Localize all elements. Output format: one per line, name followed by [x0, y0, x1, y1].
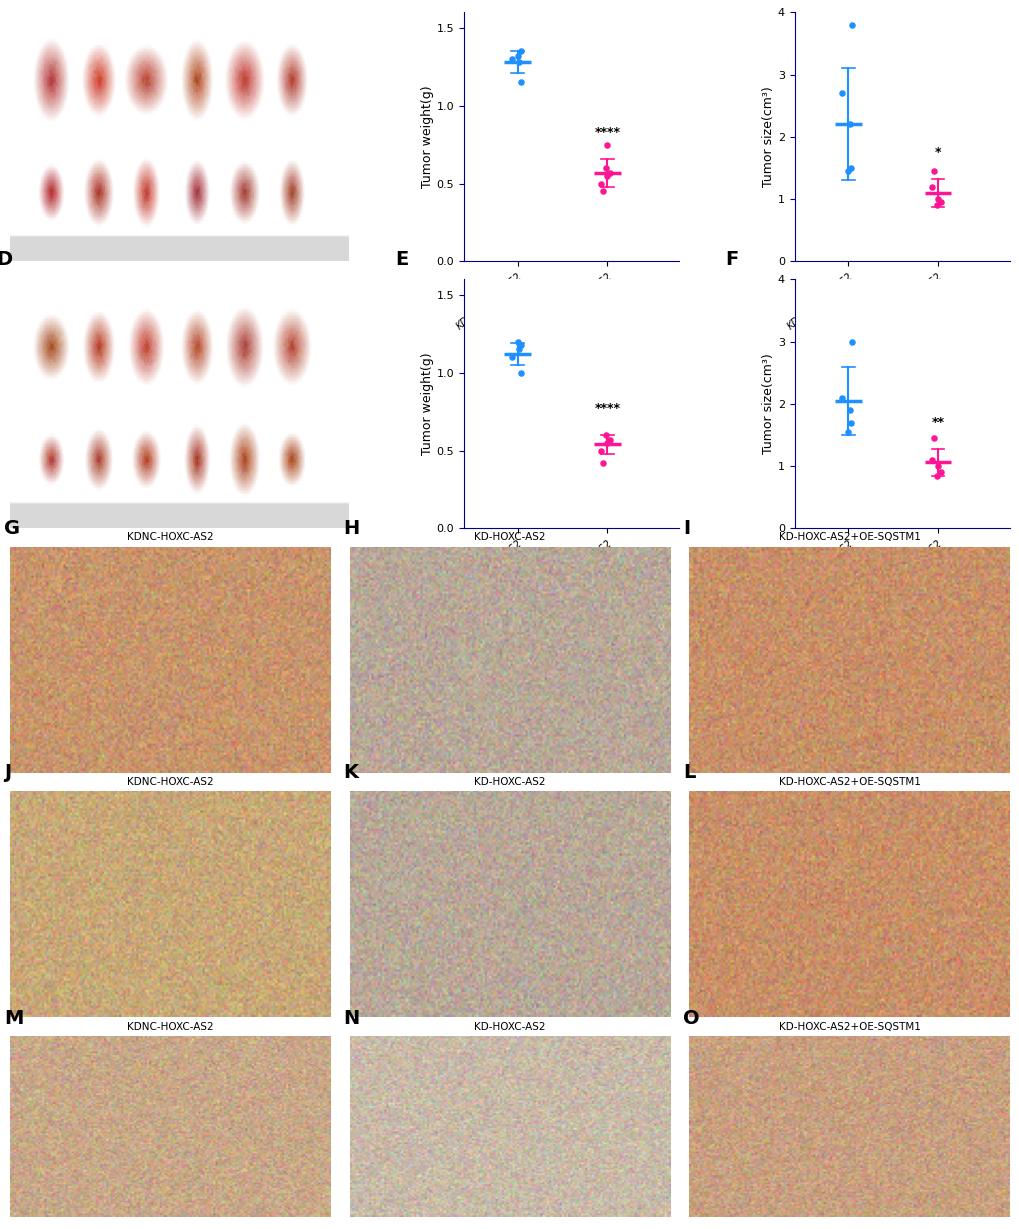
Text: O: O: [683, 1009, 699, 1029]
Text: KD-HOXC-AS2: KD-HOXC-AS2: [474, 777, 545, 787]
Y-axis label: Tumor weight(g): Tumor weight(g): [420, 353, 433, 455]
Point: [513, 336, 529, 355]
Point: [841, 401, 857, 420]
Text: KD-HOXC-AS2: KD-HOXC-AS2: [474, 1023, 545, 1032]
Point: [503, 348, 520, 367]
Point: [595, 182, 611, 202]
Text: J: J: [4, 763, 11, 782]
Text: KD-HOXC-AS2+OE-SQSTM1: KD-HOXC-AS2+OE-SQSTM1: [777, 777, 919, 787]
Text: ****: ****: [594, 125, 620, 139]
Point: [928, 189, 945, 209]
Point: [598, 159, 614, 178]
Point: [928, 466, 945, 485]
Point: [925, 429, 942, 449]
Text: **: **: [930, 415, 944, 429]
Point: [834, 84, 850, 103]
Point: [931, 193, 948, 213]
Text: L: L: [683, 763, 695, 782]
Point: [843, 413, 859, 433]
Point: [510, 45, 526, 65]
Point: [928, 195, 945, 215]
Point: [601, 430, 618, 450]
Point: [593, 441, 609, 461]
Point: [593, 173, 609, 193]
Text: D: D: [0, 251, 13, 269]
Point: [840, 161, 856, 181]
Point: [843, 159, 859, 178]
Point: [503, 49, 520, 69]
Point: [840, 422, 856, 441]
Point: [843, 15, 859, 34]
Y-axis label: Tumor weight(g): Tumor weight(g): [420, 86, 433, 188]
Point: [513, 42, 529, 61]
Point: [598, 135, 614, 155]
Point: [928, 456, 945, 476]
Text: C: C: [725, 0, 739, 2]
Point: [511, 53, 527, 73]
Text: KDNC-HOXC-AS2: KDNC-HOXC-AS2: [127, 1023, 214, 1032]
Point: [510, 332, 526, 351]
Text: E: E: [394, 251, 408, 269]
Text: KDNC-HOXC-AS2: KDNC-HOXC-AS2: [127, 777, 214, 787]
Text: I: I: [683, 519, 690, 537]
Point: [601, 162, 618, 182]
Point: [598, 425, 614, 445]
Point: [513, 73, 529, 92]
Text: ****: ****: [594, 402, 620, 415]
Y-axis label: Tumor size(cm³): Tumor size(cm³): [761, 86, 774, 187]
Point: [598, 433, 614, 452]
Text: B: B: [394, 0, 410, 2]
Point: [841, 114, 857, 134]
Text: KD-HOXC-AS2+OE-SQSTM1: KD-HOXC-AS2+OE-SQSTM1: [777, 1023, 919, 1032]
Point: [598, 166, 614, 186]
Text: H: H: [343, 519, 360, 537]
Text: A: A: [0, 0, 12, 2]
Text: F: F: [725, 251, 738, 269]
Text: KD-HOXC-AS2+OE-SQSTM1: KD-HOXC-AS2+OE-SQSTM1: [777, 532, 919, 542]
Text: *: *: [933, 146, 941, 160]
Text: KDNC-HOXC-AS2: KDNC-HOXC-AS2: [127, 532, 214, 542]
Point: [513, 363, 529, 382]
Point: [843, 332, 859, 351]
Point: [931, 462, 948, 482]
Y-axis label: Tumor size(cm³): Tumor size(cm³): [761, 354, 774, 455]
Point: [923, 177, 940, 197]
Text: N: N: [343, 1009, 360, 1029]
Text: G: G: [4, 519, 20, 537]
Point: [925, 161, 942, 181]
Text: M: M: [4, 1009, 23, 1029]
Point: [595, 454, 611, 473]
Text: K: K: [343, 763, 358, 782]
Point: [923, 450, 940, 469]
Text: KD-HOXC-AS2: KD-HOXC-AS2: [474, 532, 545, 542]
Point: [834, 388, 850, 408]
Point: [511, 339, 527, 359]
